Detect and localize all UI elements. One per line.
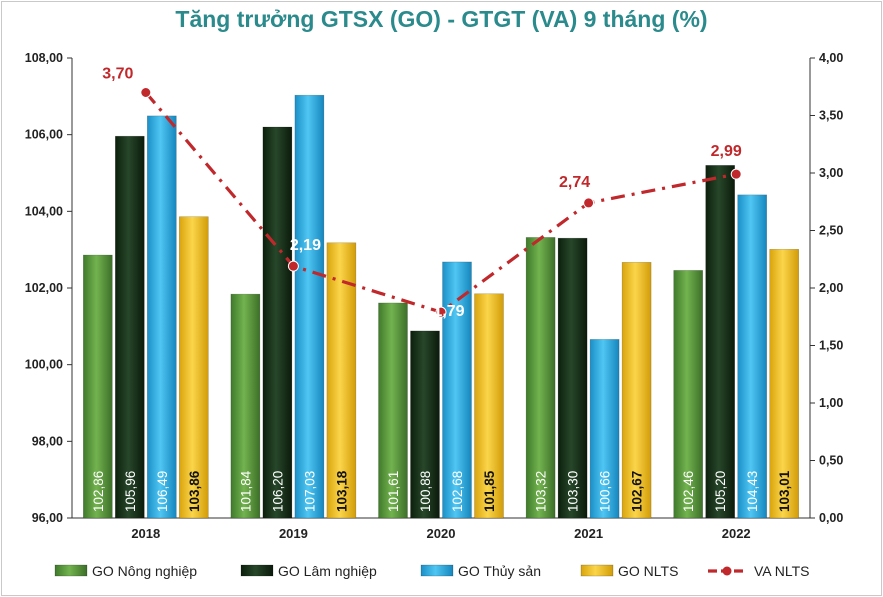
category-label: 2020 [427, 526, 456, 541]
legend-label: GO Nông nghiệp [92, 563, 197, 579]
category-label: 2021 [574, 526, 603, 541]
va-nlts-point [140, 87, 152, 98]
chart-title: Tăng trưởng GTSX (GO) - GTGT (VA) 9 thán… [175, 6, 708, 32]
right-tick-label: 4,00 [819, 51, 843, 65]
right-tick-label: 2,50 [819, 224, 843, 238]
category-label: 2022 [722, 526, 751, 541]
legend-label: GO Lâm nghiệp [278, 563, 377, 579]
left-tick-label: 96,00 [32, 511, 63, 525]
va-nlts-point [287, 260, 299, 272]
bar [83, 254, 113, 519]
bar [326, 242, 357, 519]
right-tick-label: 3,00 [819, 166, 843, 180]
bar [115, 135, 145, 519]
legend-swatch [240, 564, 274, 577]
bar-value-label: 100,66 [598, 471, 613, 512]
legend-swatch [580, 564, 614, 577]
left-tick-label: 102,00 [25, 281, 63, 295]
va-nlts-point [583, 197, 595, 209]
va-nlts-point [730, 168, 742, 180]
va-nlts-value-label: 2,19 [290, 237, 321, 254]
left-tick-label: 104,00 [25, 204, 63, 218]
left-tick-label: 98,00 [32, 434, 63, 448]
bar [474, 293, 504, 519]
bar [589, 339, 620, 519]
bar-value-label: 103,01 [777, 470, 792, 512]
bar [525, 237, 556, 519]
legend-line-marker [722, 566, 732, 576]
va-nlts-value-label: 2,99 [711, 143, 742, 160]
legend-label: GO Thủy sản [458, 563, 541, 579]
bar [262, 126, 293, 519]
bar-value-label: 100,88 [418, 471, 433, 512]
bar [621, 262, 652, 519]
bar-value-label: 103,18 [334, 470, 349, 512]
bar-value-label: 107,03 [302, 471, 317, 512]
bar [179, 216, 209, 519]
right-tick-label: 2,00 [819, 281, 843, 295]
bar-value-label: 103,32 [534, 471, 549, 512]
legend-label: VA NLTS [754, 563, 810, 579]
right-tick-label: 3,50 [819, 109, 843, 123]
bar-value-label: 105,20 [713, 471, 728, 512]
bar [737, 194, 768, 519]
right-tick-label: 0,50 [819, 454, 843, 468]
va-nlts-value-label: 1,79 [433, 303, 464, 320]
bar-value-label: 101,61 [386, 471, 401, 512]
bar [557, 237, 588, 519]
va-nlts-value-label: 2,74 [559, 174, 590, 191]
bar-value-label: 103,86 [187, 470, 202, 512]
bar [442, 261, 472, 519]
va-nlts-point [435, 306, 447, 318]
right-tick-label: 1,50 [819, 339, 843, 353]
bar-value-label: 101,85 [482, 470, 497, 512]
bar [147, 115, 177, 519]
category-label: 2018 [131, 526, 160, 541]
legend-swatch [54, 564, 88, 577]
right-tick-label: 0,00 [819, 511, 843, 525]
left-tick-label: 108,00 [25, 51, 63, 65]
bar-value-label: 104,43 [745, 471, 760, 512]
bar [673, 270, 704, 519]
legend-swatch [420, 564, 454, 577]
bar-value-label: 102,67 [630, 471, 645, 512]
bar [378, 302, 408, 519]
bar-value-label: 106,20 [270, 471, 285, 512]
bar-value-label: 102,86 [91, 471, 106, 512]
bar-value-label: 102,46 [681, 471, 696, 512]
right-tick-label: 1,00 [819, 396, 843, 410]
bar-value-label: 106,49 [155, 471, 170, 512]
bar [769, 248, 800, 519]
bar-value-label: 101,84 [238, 470, 253, 512]
bar-value-label: 103,30 [566, 471, 581, 512]
bar-value-label: 102,68 [450, 471, 465, 512]
legend-label: GO NLTS [618, 563, 678, 579]
bar [230, 293, 261, 519]
va-nlts-value-label: 3,70 [102, 66, 133, 83]
bar [294, 94, 325, 519]
left-tick-label: 106,00 [25, 128, 63, 142]
category-label: 2019 [279, 526, 308, 541]
left-tick-label: 100,00 [25, 358, 63, 372]
bar [410, 330, 440, 519]
bar-value-label: 105,96 [123, 471, 138, 512]
bar [705, 165, 736, 519]
